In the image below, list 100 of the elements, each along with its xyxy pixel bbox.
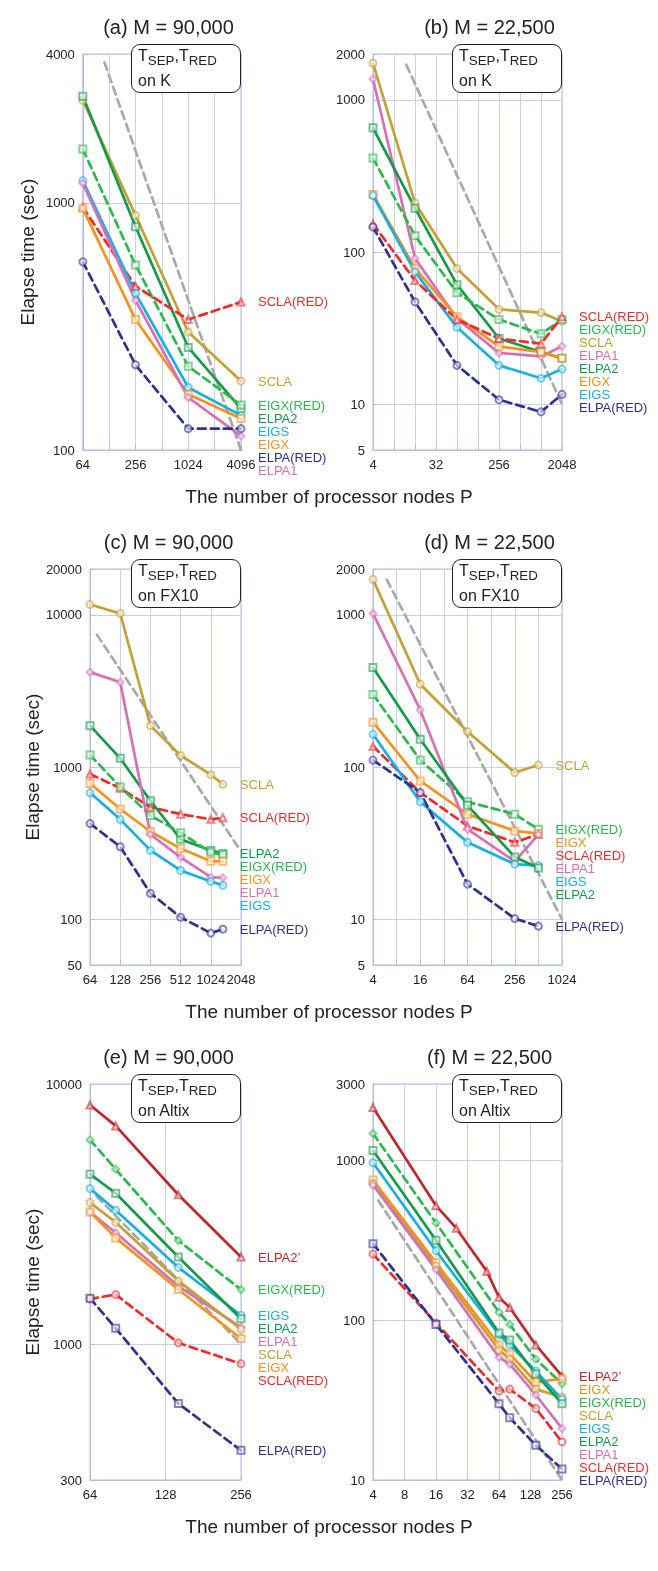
point xyxy=(510,768,520,778)
y-axis-title: Elapse time (sec) xyxy=(22,1208,43,1356)
series-label: EIGX(RED) xyxy=(239,859,308,875)
point xyxy=(236,1359,246,1369)
point xyxy=(176,751,186,760)
point xyxy=(236,414,246,424)
point xyxy=(236,400,246,410)
point xyxy=(173,1236,183,1246)
text: T$_{SEP}$,T$_{RED}$ on K xyxy=(138,47,217,90)
point xyxy=(206,814,216,824)
point xyxy=(368,222,378,232)
y-tick-label: 2000 xyxy=(336,46,365,62)
y-tick-label: 10 xyxy=(350,396,365,412)
y-tick-label: 100 xyxy=(343,759,365,775)
point xyxy=(415,755,425,765)
point xyxy=(236,424,246,434)
point xyxy=(452,360,462,370)
series-label: ELPA(RED) xyxy=(239,921,309,937)
text: T$_{SEP}$,T$_{RED}$ on K xyxy=(459,47,538,90)
series-label: EIGX xyxy=(555,834,587,850)
x-tick-label: 32 xyxy=(428,457,444,472)
chart-title: (e) M = 90,000 xyxy=(103,1046,234,1068)
y-tick-label: 100 xyxy=(343,244,365,260)
point xyxy=(85,819,95,829)
point xyxy=(131,281,141,291)
x-tick-label: 256 xyxy=(488,457,510,472)
point xyxy=(368,729,378,739)
chart-title: (b) M = 22,500 xyxy=(424,16,555,38)
point xyxy=(410,253,420,263)
y-tick-label: 50 xyxy=(67,957,83,973)
point xyxy=(410,231,420,241)
point xyxy=(463,879,472,889)
y-tick-label: 3000 xyxy=(336,1076,365,1092)
y-tick-label: 10000 xyxy=(45,1076,83,1092)
point xyxy=(410,203,420,213)
point xyxy=(145,811,155,821)
point xyxy=(173,1276,183,1286)
series-label: SCLA(RED) xyxy=(579,1459,650,1475)
point xyxy=(115,753,125,763)
y-tick-label: 1000 xyxy=(53,759,83,775)
x-tick-label: 512 xyxy=(169,972,192,987)
point xyxy=(183,315,193,325)
point xyxy=(85,599,95,609)
y-axis-title: Elapse time (sec) xyxy=(16,178,38,326)
series-label: ELPA2’ xyxy=(258,1249,301,1265)
x-axis-title: The number of processor nodes P xyxy=(184,1516,474,1538)
point xyxy=(236,1334,246,1344)
point xyxy=(463,837,472,847)
point xyxy=(131,360,141,370)
point xyxy=(368,609,378,618)
point xyxy=(368,153,378,163)
point xyxy=(415,679,425,689)
point xyxy=(536,329,546,339)
x-tick-label: 1024 xyxy=(196,972,226,987)
series-label: EIGS xyxy=(555,873,587,889)
point xyxy=(368,74,378,84)
y-tick-label: 20000 xyxy=(45,561,83,577)
point xyxy=(236,1285,246,1295)
y-tick-label: 100 xyxy=(60,911,83,927)
chart-title: (a) M = 90,000 xyxy=(103,16,234,38)
point xyxy=(176,912,186,922)
x-tick-label: 256 xyxy=(139,972,162,987)
point xyxy=(510,809,520,819)
point xyxy=(85,778,95,788)
x-tick-label: 64 xyxy=(491,1487,507,1502)
y-tick-label: 300 xyxy=(60,1472,83,1488)
annotation: T$_{SEP}$,T$_{RED}$ on Altix xyxy=(131,1074,241,1124)
point xyxy=(368,574,378,584)
point xyxy=(236,1252,246,1262)
point xyxy=(131,222,141,232)
y-tick-label: 100 xyxy=(343,1312,365,1328)
point xyxy=(85,788,95,798)
point xyxy=(536,407,546,417)
x-tick-label: 4096 xyxy=(226,457,256,472)
point xyxy=(111,1164,121,1174)
y-tick-label: 5 xyxy=(357,442,365,458)
point xyxy=(410,297,420,307)
x-tick-label: 2048 xyxy=(226,972,256,987)
series-label: EIGX xyxy=(239,872,272,888)
point xyxy=(206,876,216,886)
x-tick-label: 128 xyxy=(109,972,132,987)
point xyxy=(173,1399,183,1409)
point xyxy=(452,322,462,332)
point xyxy=(415,734,425,744)
point xyxy=(176,852,186,862)
x-tick-label: 64 xyxy=(460,972,475,987)
point xyxy=(368,663,378,673)
point xyxy=(206,856,216,866)
series-label: EIGX xyxy=(258,1359,290,1375)
point xyxy=(111,1290,121,1300)
series-label: ELPA1 xyxy=(258,1333,298,1349)
point xyxy=(368,123,378,133)
series-label: ELPA2 xyxy=(579,361,619,377)
series-label: EIGS xyxy=(258,1307,290,1323)
y-axis-title: Elapse time (sec) xyxy=(22,693,43,841)
point xyxy=(145,845,155,855)
series-label: EIGX xyxy=(579,374,611,390)
x-tick-label: 64 xyxy=(75,457,91,472)
point xyxy=(494,315,504,325)
point xyxy=(536,339,546,349)
